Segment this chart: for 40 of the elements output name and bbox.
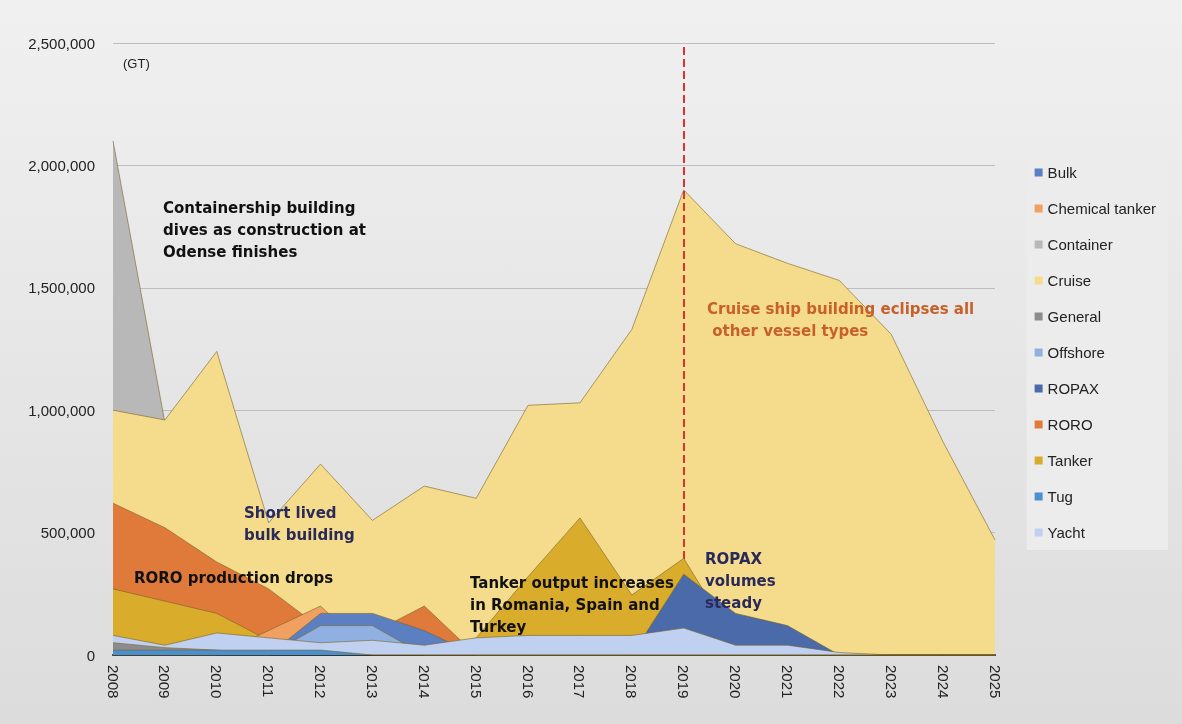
legend-label: Offshore bbox=[1047, 344, 1105, 361]
annotation: RORO production drops bbox=[134, 569, 334, 587]
legend-label: ROPAX bbox=[1047, 380, 1100, 397]
x-tick-label: 2008 bbox=[104, 665, 122, 699]
annotation: Tanker output increases in Romania, Spain and Turkey bbox=[470, 574, 680, 636]
x-tick-label: 2014 bbox=[415, 665, 433, 699]
x-tick-label: 2013 bbox=[363, 665, 381, 699]
x-tick-label: 2016 bbox=[519, 665, 537, 699]
x-tick-label: 2009 bbox=[156, 665, 174, 699]
x-tick-label: 2010 bbox=[208, 665, 226, 699]
legend-label: Tanker bbox=[1047, 452, 1093, 469]
x-tick-label: 2021 bbox=[778, 665, 796, 699]
y-tick-label: 2,000,000 bbox=[28, 156, 95, 174]
y-tick-label: 2,500,000 bbox=[28, 34, 95, 52]
legend-label: Cruise bbox=[1047, 272, 1091, 289]
legend-label: Tug bbox=[1047, 488, 1073, 505]
x-tick-label: 2022 bbox=[830, 665, 848, 699]
x-tick-label: 2018 bbox=[623, 665, 641, 699]
y-axis-title: (GT) bbox=[123, 56, 150, 71]
annotation: Containership building dives as construction at Odense finishes bbox=[163, 199, 372, 261]
x-tick-label: 2019 bbox=[675, 665, 693, 699]
y-tick-label: 0 bbox=[86, 646, 95, 664]
x-tick-label: 2025 bbox=[986, 665, 1004, 699]
y-tick-label: 1,000,000 bbox=[28, 401, 95, 419]
legend-label: General bbox=[1047, 308, 1101, 325]
annotation: Short lived bulk building bbox=[244, 504, 355, 544]
x-tick-label: 2017 bbox=[571, 665, 589, 699]
x-tick-label: 2011 bbox=[260, 665, 278, 698]
y-tick-label: 1,500,000 bbox=[28, 279, 95, 297]
x-tick-label: 2024 bbox=[934, 665, 952, 699]
legend-label: Yacht bbox=[1047, 524, 1086, 541]
y-tick-label: 500,000 bbox=[40, 524, 95, 542]
x-tick-label: 2023 bbox=[882, 665, 900, 699]
legend-label: RORO bbox=[1047, 416, 1093, 433]
legend-label: Container bbox=[1047, 236, 1113, 253]
legend-label: Chemical tanker bbox=[1047, 200, 1157, 217]
legend-label: Bulk bbox=[1047, 164, 1078, 181]
x-tick-label: 2020 bbox=[727, 665, 745, 699]
x-tick-label: 2015 bbox=[467, 665, 485, 699]
x-tick-label: 2012 bbox=[312, 665, 330, 699]
